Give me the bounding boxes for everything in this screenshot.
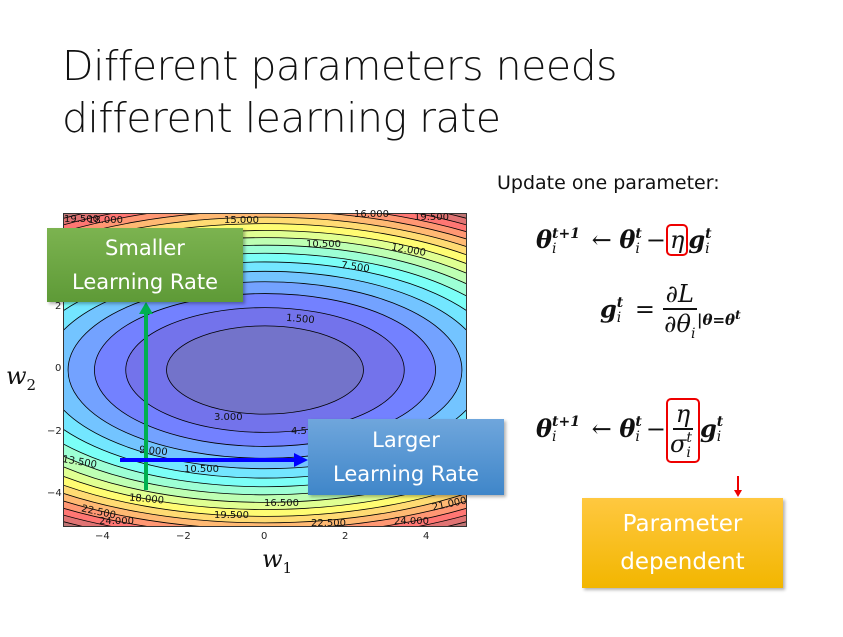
callout-line: Larger <box>372 428 440 452</box>
slide-title: Different parameters needs different lea… <box>62 40 618 144</box>
x-axis-label: w1 <box>262 545 293 577</box>
eta-highlight: η <box>665 224 689 256</box>
x-tick: 0 <box>261 531 268 542</box>
equation-adaptive-update: θ t+1 i ← θ t i − η σ t i g t i <box>536 398 724 463</box>
callout-line: dependent <box>620 549 745 575</box>
title-line-2: different learning rate <box>62 94 501 142</box>
vertical-arrowhead <box>139 302 153 314</box>
y-tick: 0 <box>55 363 62 374</box>
contour-label: 19.500 <box>414 212 449 223</box>
larger-learning-rate-callout: Larger Learning Rate <box>308 419 504 495</box>
contour-line <box>166 325 364 415</box>
x-tick: 2 <box>342 531 349 542</box>
contour-label: 24.000 <box>394 516 429 527</box>
callout-line: Learning Rate <box>72 270 218 294</box>
smaller-learning-rate-callout: Smaller Learning Rate <box>47 228 243 302</box>
x-tick: −4 <box>95 531 110 542</box>
contour-label: 10.500 <box>306 239 341 250</box>
contour-label: 16.000 <box>354 209 389 220</box>
horizontal-arrowhead <box>294 453 308 467</box>
contour-label: 10.500 <box>184 464 219 475</box>
contour-label: 19.500 <box>64 214 99 225</box>
contour-label: 24.000 <box>99 516 134 527</box>
callout-line: Parameter <box>622 511 743 537</box>
contour-label: 15.000 <box>224 215 259 226</box>
y-tick: 2 <box>55 301 62 312</box>
x-tick: −2 <box>176 531 191 542</box>
y-tick: −4 <box>47 488 62 499</box>
connector-arrowhead <box>734 490 742 497</box>
y-tick: −2 <box>47 426 62 437</box>
equation-sgd-update: θ t+1 i ← θ t i − η g t i <box>536 224 712 257</box>
x-tick: 4 <box>423 531 430 542</box>
callout-line: Smaller <box>105 236 185 260</box>
parameter-dependent-callout: Parameter dependent <box>582 498 783 588</box>
y-axis-label: w2 <box>6 362 37 394</box>
contour-label: 16.500 <box>264 498 299 509</box>
contour-label: 18.000 <box>88 215 123 226</box>
contour-label: 22.500 <box>311 518 346 529</box>
callout-line: Learning Rate <box>333 462 479 486</box>
update-heading: Update one parameter: <box>497 172 720 194</box>
title-line-1: Different parameters needs <box>62 42 618 90</box>
contour-label: 3.000 <box>214 412 243 423</box>
contour-label: 4.5 <box>291 426 307 437</box>
contour-label: 19.500 <box>214 510 249 521</box>
